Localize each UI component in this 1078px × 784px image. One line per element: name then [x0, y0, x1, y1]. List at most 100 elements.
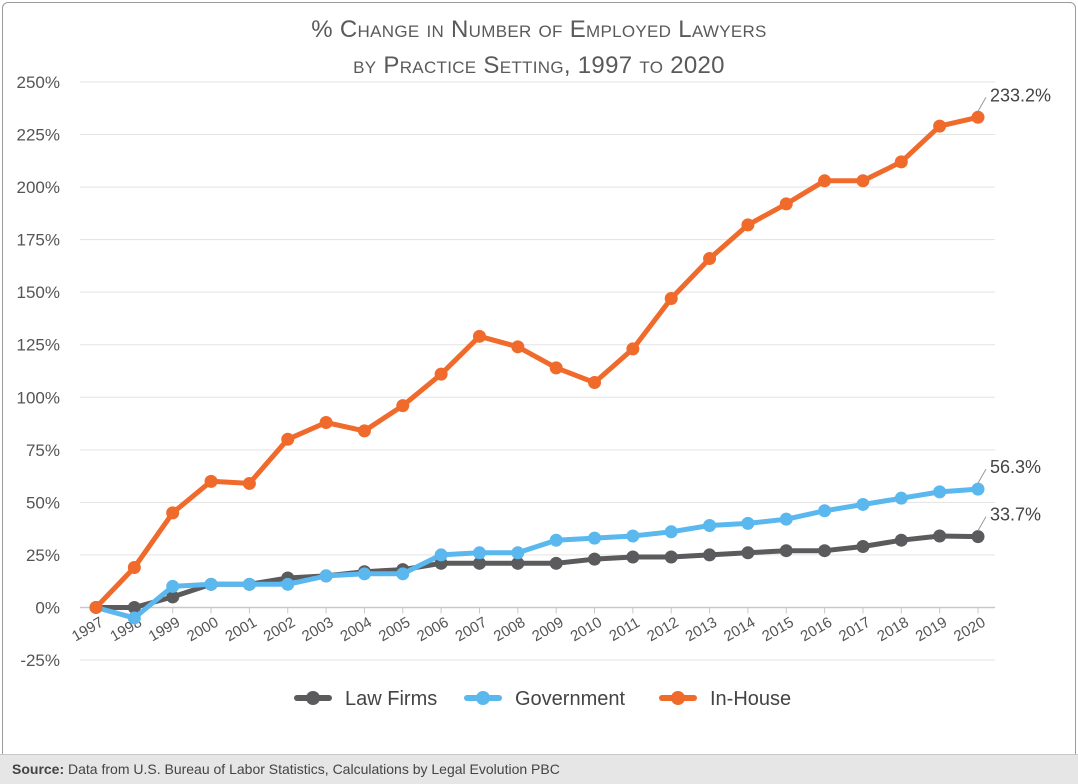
data-point [588, 376, 602, 390]
x-tick-label: 2000 [184, 614, 221, 645]
data-point [511, 556, 525, 570]
end-label-leader [977, 516, 987, 531]
data-point [703, 252, 717, 266]
data-point [664, 291, 678, 305]
chart-title-line2: by Practice Setting, 1997 to 2020 [353, 52, 725, 79]
data-point [703, 548, 717, 562]
y-tick-label: 200% [17, 178, 60, 197]
data-point [549, 361, 563, 375]
data-point [626, 342, 640, 356]
data-point [664, 550, 678, 564]
y-tick-label: 225% [17, 126, 60, 145]
x-tick-label: 2019 [913, 614, 950, 645]
x-tick-label: 2015 [759, 614, 796, 645]
data-point [319, 569, 333, 583]
x-tick-label: 2020 [951, 614, 988, 645]
data-point [588, 531, 602, 545]
data-point [894, 155, 908, 169]
legend-label: Law Firms [345, 688, 437, 710]
x-tick-label: 2008 [491, 614, 528, 645]
data-point [933, 485, 947, 499]
data-point [166, 506, 180, 520]
data-point [894, 491, 908, 505]
x-tick-label: 2014 [721, 614, 758, 645]
data-point [626, 550, 640, 564]
source-text: Data from U.S. Bureau of Labor Statistic… [64, 761, 560, 777]
y-tick-label: 175% [17, 231, 60, 250]
data-point [741, 546, 755, 560]
data-point [856, 540, 870, 554]
data-point [856, 497, 870, 511]
data-point [703, 518, 717, 532]
data-point [127, 561, 141, 575]
data-point [242, 577, 256, 591]
x-tick-label: 1997 [69, 614, 106, 645]
data-point [856, 174, 870, 188]
data-point [204, 474, 218, 488]
end-label-leader [977, 468, 987, 484]
data-point [971, 110, 985, 124]
chart-title-line1: % Change in Number of Employed Lawyers [311, 16, 767, 43]
data-point [357, 424, 371, 438]
x-tick-label: 1999 [146, 614, 183, 645]
data-point [166, 579, 180, 593]
end-label: 56.3% [990, 457, 1041, 477]
data-point [89, 600, 103, 614]
series-line-government [93, 486, 981, 621]
data-point [818, 544, 832, 558]
y-tick-label: 25% [26, 546, 60, 565]
data-point [664, 525, 678, 539]
y-tick-label: 0% [35, 598, 60, 617]
x-tick-label: 2003 [299, 614, 336, 645]
data-point [281, 432, 295, 446]
x-tick-label: 2006 [414, 614, 451, 645]
series-line-in-house [93, 114, 981, 610]
y-tick-label: 100% [17, 388, 60, 407]
legend-swatch-marker [671, 691, 685, 705]
data-point [779, 544, 793, 558]
x-tick-label: 2010 [568, 614, 605, 645]
y-tick-label: 250% [17, 73, 60, 92]
data-point [779, 197, 793, 211]
end-label-leader [977, 97, 987, 112]
data-point [396, 399, 410, 413]
data-point [434, 548, 448, 562]
data-point [549, 533, 563, 547]
data-point [933, 119, 947, 133]
x-tick-label: 2012 [644, 614, 681, 645]
y-tick-label: 50% [26, 493, 60, 512]
data-point [971, 530, 985, 544]
data-point [242, 476, 256, 490]
data-point [166, 590, 180, 604]
data-point [741, 218, 755, 232]
data-point [626, 529, 640, 543]
data-point [511, 340, 525, 354]
data-point [971, 482, 985, 496]
legend-swatch-marker [306, 691, 320, 705]
data-point [319, 415, 333, 429]
y-tick-label: 150% [17, 283, 60, 302]
data-point [357, 567, 371, 581]
data-point [396, 567, 410, 581]
data-point [894, 533, 908, 547]
y-tick-label: -25% [20, 651, 60, 670]
data-point [434, 367, 448, 381]
end-label: 233.2% [990, 85, 1051, 105]
data-point [472, 546, 486, 560]
x-tick-label: 2017 [836, 614, 873, 645]
x-tick-label: 2001 [222, 614, 259, 645]
data-point [472, 556, 486, 570]
data-point [588, 552, 602, 566]
x-tick-label: 2011 [606, 614, 642, 645]
legend-label: Government [515, 688, 625, 710]
x-tick-label: 2007 [453, 614, 490, 645]
x-tick-label: 2002 [261, 614, 298, 645]
x-tick-label: 2009 [529, 614, 566, 645]
data-point [511, 546, 525, 560]
x-tick-label: 2018 [874, 614, 911, 645]
source-note: Source: Data from U.S. Bureau of Labor S… [0, 754, 1078, 784]
legend-label: In-House [710, 688, 791, 710]
y-tick-label: 75% [26, 441, 60, 460]
